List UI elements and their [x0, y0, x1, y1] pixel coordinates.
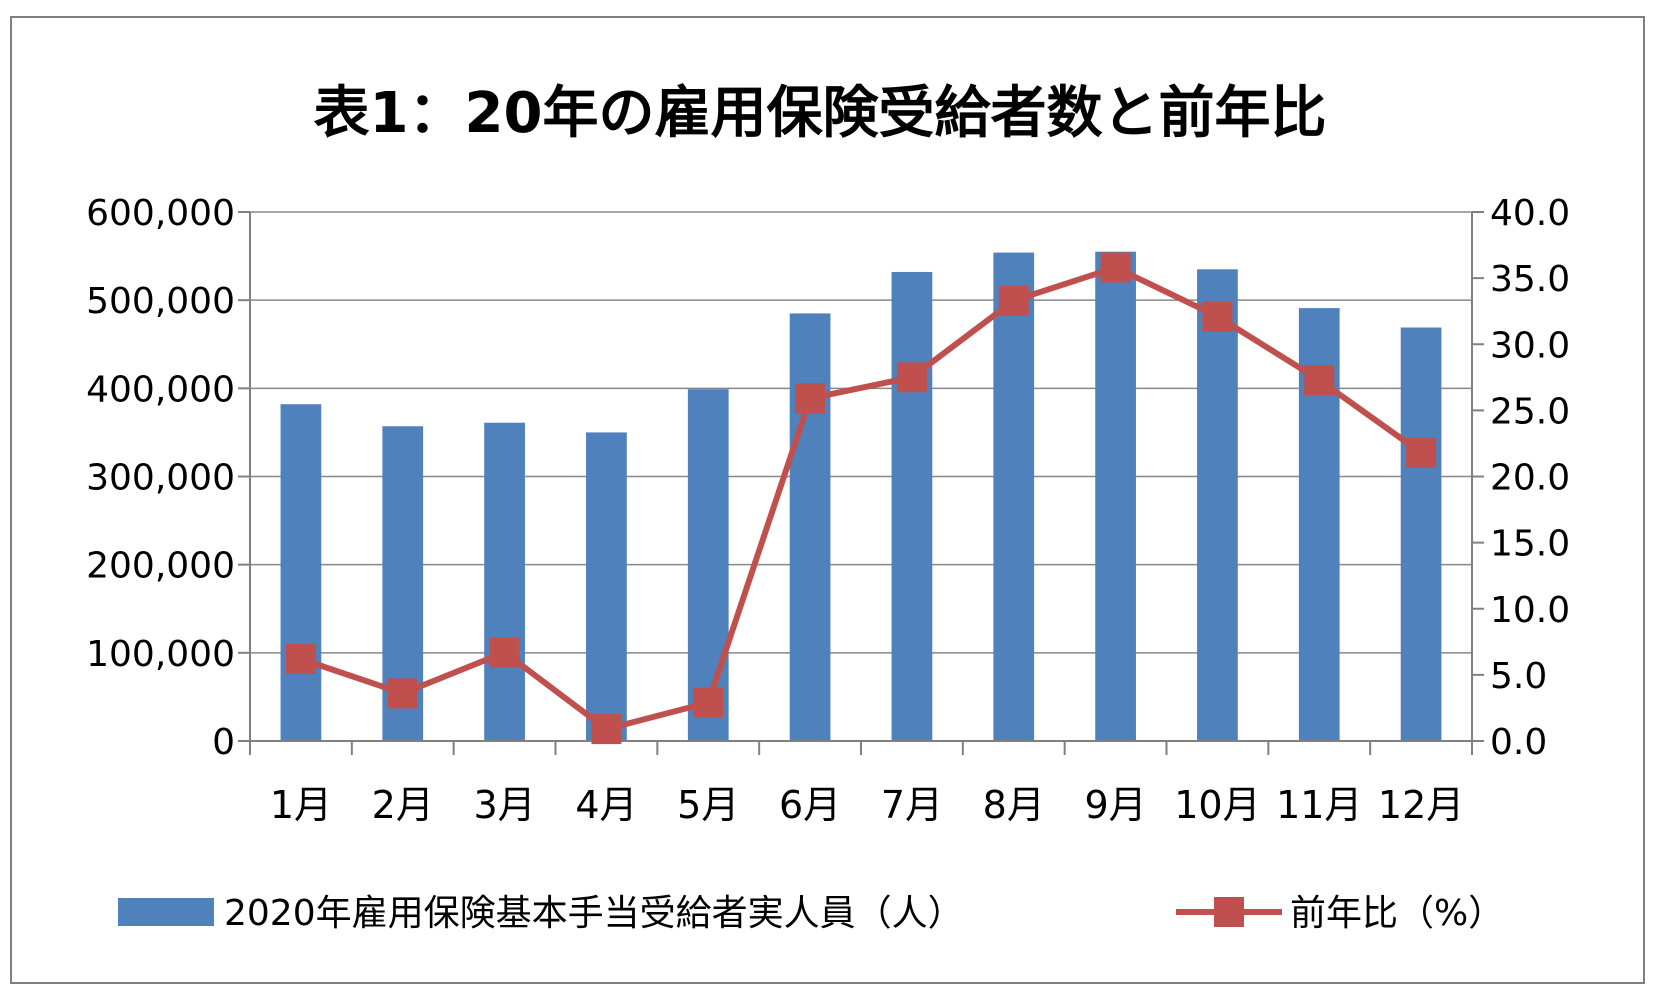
line-marker — [591, 714, 622, 745]
right-tick-label: 35.0 — [1490, 259, 1570, 300]
legend-line-marker — [1214, 897, 1244, 927]
category-label: 6月 — [779, 783, 841, 827]
left-tick-label: 600,000 — [86, 193, 235, 234]
right-tick-label: 40.0 — [1490, 193, 1570, 234]
legend-line-label: 前年比（%） — [1290, 893, 1504, 934]
bar — [1095, 251, 1136, 742]
bar — [993, 252, 1035, 741]
legend-bar-swatch — [118, 898, 214, 926]
legend: 2020年雇用保険基本手当受給者実人員（人） 前年比（%） — [118, 893, 1504, 934]
bar — [484, 422, 525, 741]
left-tick-label: 400,000 — [86, 369, 235, 410]
category-label: 5月 — [677, 783, 739, 827]
category-label: 9月 — [1084, 783, 1146, 827]
category-label: 1月 — [270, 783, 332, 827]
line-marker — [285, 644, 316, 675]
left-tick-label: 0 — [212, 722, 235, 763]
line-marker — [387, 678, 418, 709]
right-tick-label: 20.0 — [1490, 458, 1570, 499]
bar — [1197, 269, 1238, 741]
bar-series — [280, 251, 1442, 742]
right-tick-label: 25.0 — [1490, 391, 1570, 432]
line-path — [299, 264, 1423, 733]
bar — [586, 432, 627, 741]
left-tick-label: 100,000 — [86, 634, 235, 675]
line-marker — [693, 687, 724, 718]
category-label: 7月 — [881, 783, 943, 827]
category-label: 3月 — [473, 783, 535, 827]
line-marker — [489, 637, 520, 668]
left-tick-label: 200,000 — [86, 546, 235, 587]
bar — [687, 389, 729, 741]
bar — [280, 404, 322, 741]
gridlines — [250, 211, 1472, 654]
bar — [1400, 327, 1442, 741]
line-marker — [1202, 301, 1233, 332]
left-tick-label: 300,000 — [86, 458, 235, 499]
right-tick-label: 0.0 — [1490, 722, 1547, 763]
category-labels: 1月 2月 3月 4月 5月 6月 7月 8月 9月 10月 11月 12月 — [270, 783, 1464, 827]
chart-title: 表1：20年の雇用保険受給者数と前年比 — [314, 81, 1327, 146]
bar — [891, 271, 933, 741]
category-label: 11月 — [1276, 783, 1362, 827]
line-marker — [1406, 437, 1437, 468]
category-label: 8月 — [983, 783, 1045, 827]
left-tick-label: 500,000 — [86, 281, 235, 322]
category-label: 2月 — [372, 783, 434, 827]
category-label: 12月 — [1378, 783, 1464, 827]
right-tick-label: 10.0 — [1490, 590, 1570, 631]
category-label: 4月 — [575, 783, 637, 827]
left-axis-ticks: 0 100,000 200,000 300,000 400,000 500,000 600,… — [86, 193, 235, 763]
axes — [238, 211, 1484, 755]
legend-bar-label: 2020年雇用保険基本手当受給者実人員（人） — [224, 893, 964, 934]
line-marker — [896, 362, 927, 393]
line-marker — [998, 285, 1029, 316]
line-marker — [1304, 364, 1335, 395]
right-tick-label: 5.0 — [1490, 656, 1547, 697]
line-marker — [795, 383, 826, 414]
right-axis-ticks: 0.0 5.0 10.0 15.0 20.0 25.0 30.0 35.0 40.0 — [1490, 193, 1570, 763]
right-tick-label: 15.0 — [1490, 524, 1570, 565]
bar — [789, 313, 831, 741]
line-series — [285, 252, 1437, 745]
right-tick-label: 30.0 — [1490, 325, 1570, 366]
category-label: 10月 — [1174, 783, 1260, 827]
line-marker — [1100, 252, 1131, 283]
